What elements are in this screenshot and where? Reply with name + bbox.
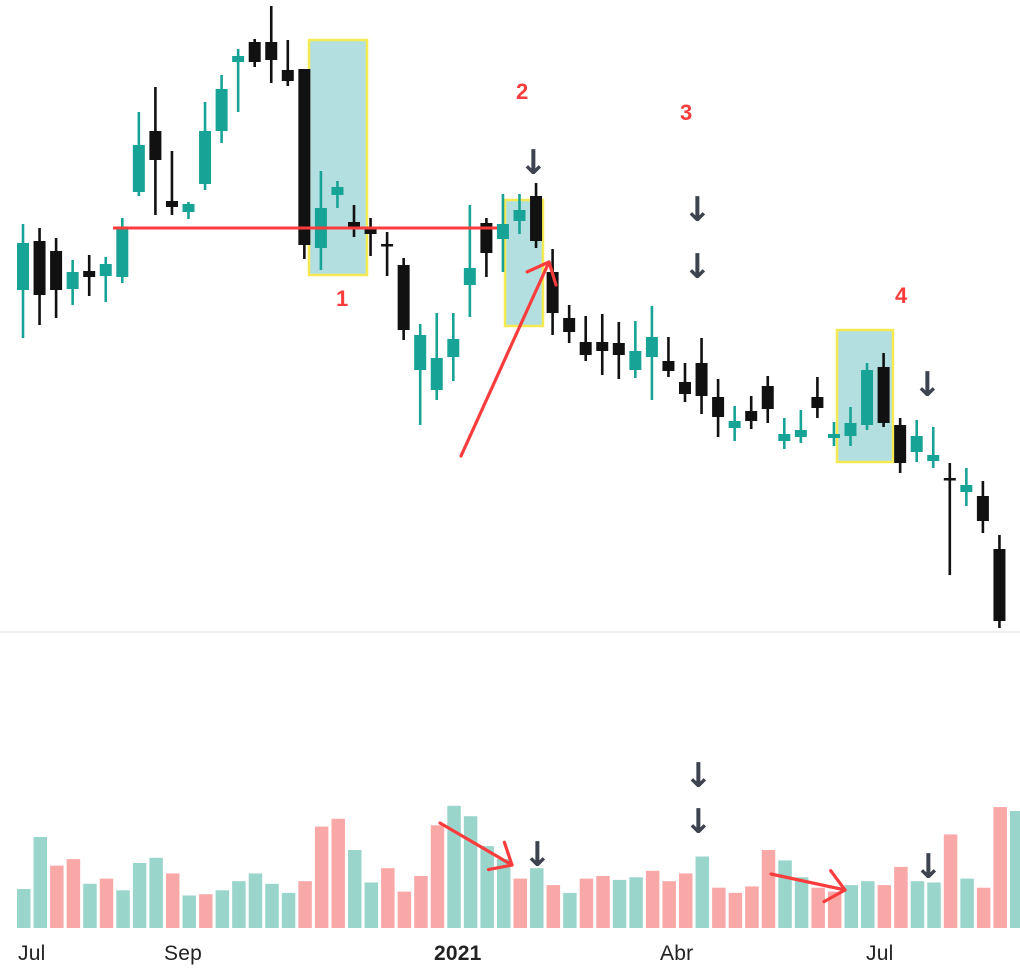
x-axis-label-1: Sep <box>164 942 202 965</box>
down-arrow-icon-price-3: ↓ <box>913 365 942 405</box>
pattern-label-4: 4 <box>895 283 908 308</box>
down-arrow-icon-volume-0: ↓ <box>523 835 552 875</box>
x-axis-label-4: Jul <box>866 942 894 965</box>
x-axis-label-0: Jul <box>18 942 46 965</box>
x-axis-label-3: Abr <box>660 942 694 965</box>
pattern-label-3: 3 <box>680 100 693 125</box>
down-arrow-icon-volume-1: ↓ <box>684 756 713 796</box>
down-arrow-icon-price-2: ↓ <box>683 247 712 287</box>
down-arrow-icon-price-1: ↓ <box>683 190 712 230</box>
down-arrow-icon-volume-2: ↓ <box>684 802 713 842</box>
pattern-label-1: 1 <box>336 286 349 311</box>
down-arrow-icon-volume-3: ↓ <box>914 847 943 887</box>
x-axis-label-2: 2021 <box>434 942 482 965</box>
down-arrow-icon-price-0: ↓ <box>519 143 548 183</box>
pattern-label-2: 2 <box>516 79 529 104</box>
